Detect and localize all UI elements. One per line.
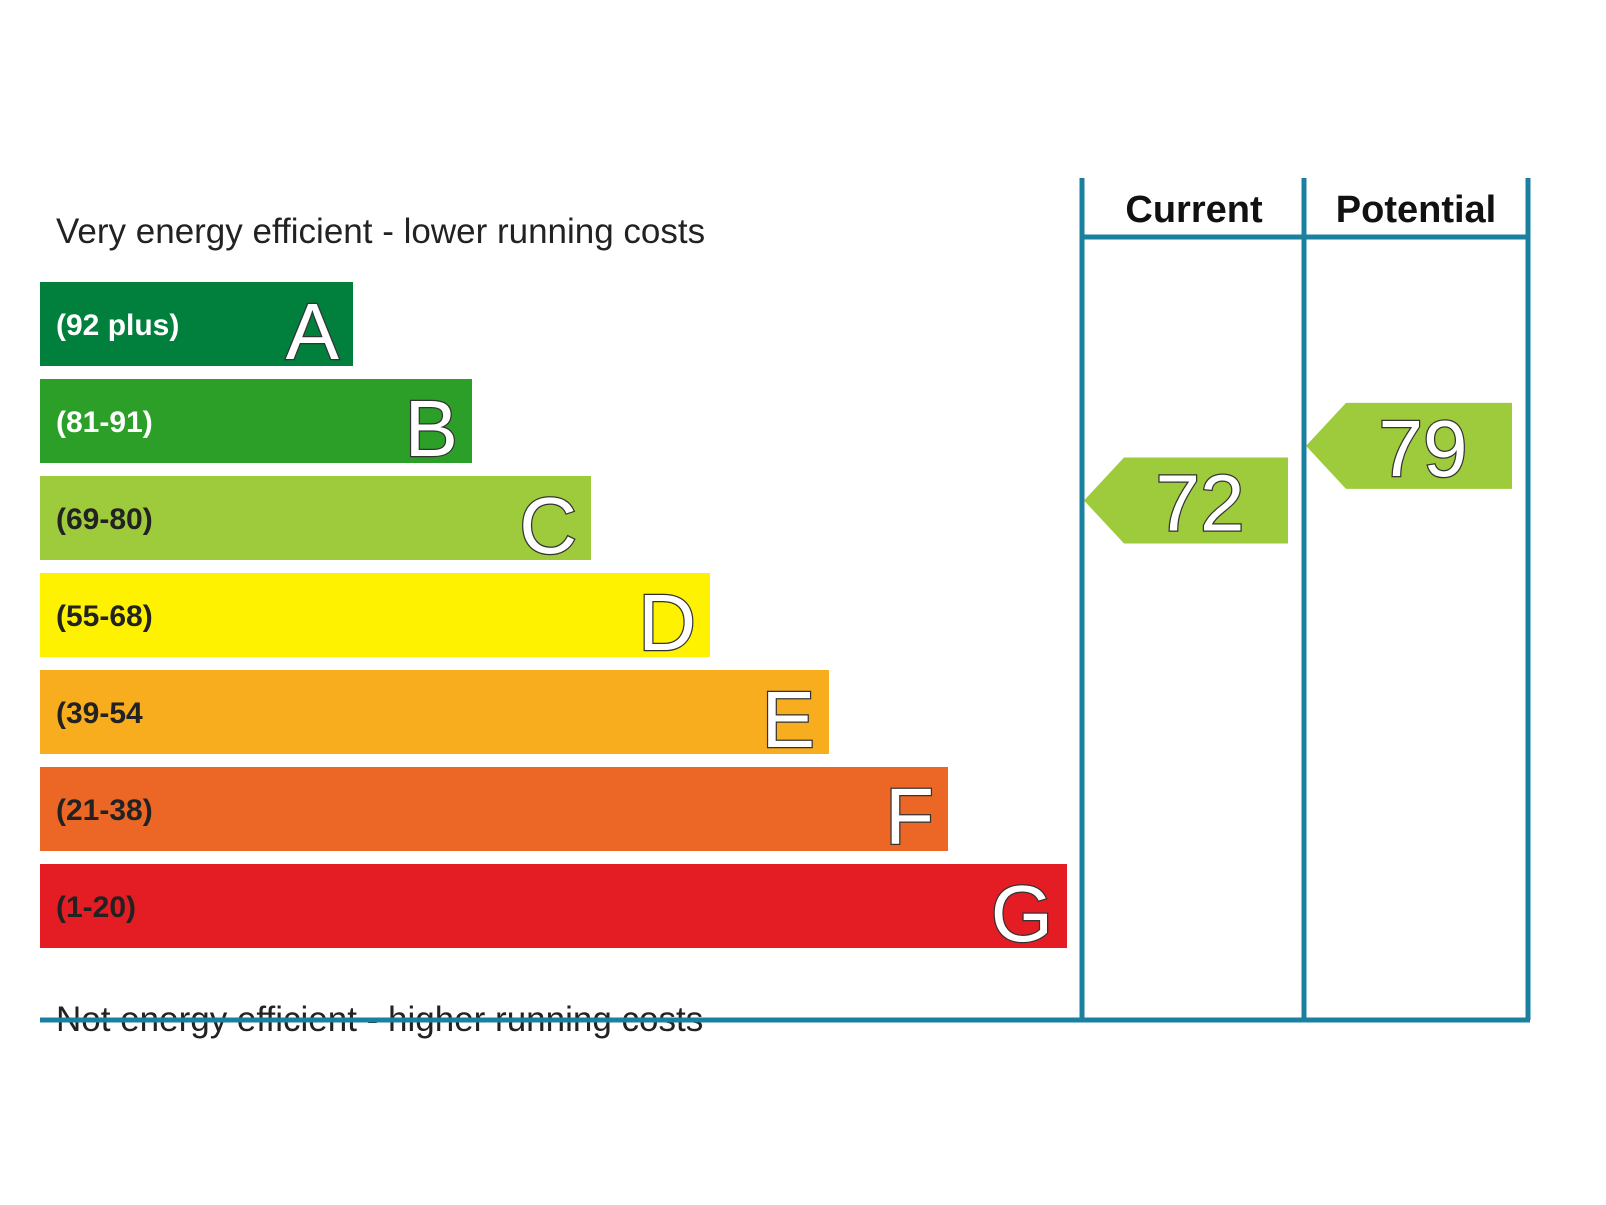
band-f-letter: F <box>885 772 934 861</box>
band-b-range: (81-91) <box>56 406 153 439</box>
current-rating-value: 72 <box>1156 458 1245 547</box>
band-e-range: (39-54 <box>56 697 143 730</box>
band-a-letter: A <box>286 287 340 376</box>
potential-rating-arrow <box>1306 402 1512 489</box>
potential-rating-value: 79 <box>1379 404 1468 493</box>
band-g-bar <box>40 864 1067 948</box>
band-c-range: (69-80) <box>56 503 153 536</box>
band-a-bar <box>40 282 353 366</box>
band-d-range: (55-68) <box>56 600 153 633</box>
band-g-letter: G <box>991 869 1053 958</box>
band-f-range: (21-38) <box>56 794 153 827</box>
top-caption: Very energy efficient - lower running co… <box>56 212 706 251</box>
band-d-letter: D <box>638 578 696 667</box>
band-d-bar <box>40 573 710 657</box>
band-e-letter: E <box>762 675 815 764</box>
potential-column-header: Potential <box>1335 189 1497 231</box>
band-c-letter: C <box>519 481 577 570</box>
current-rating-arrow <box>1084 457 1288 544</box>
current-column-header: Current <box>1125 189 1263 231</box>
band-f-bar <box>40 767 948 851</box>
band-b-letter: B <box>405 384 458 473</box>
band-e-bar <box>40 670 829 754</box>
band-b-bar <box>40 379 472 463</box>
band-g-range: (1-20) <box>56 891 136 924</box>
band-a-range: (92 plus) <box>56 309 179 342</box>
band-c-bar <box>40 476 591 560</box>
